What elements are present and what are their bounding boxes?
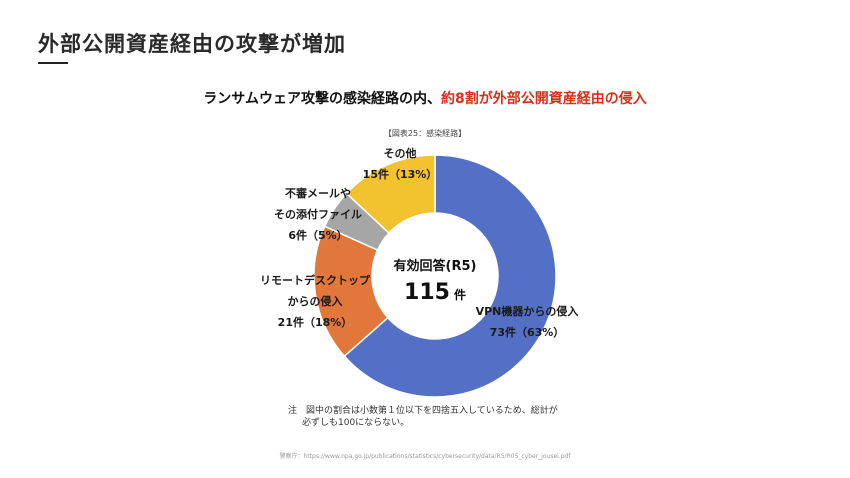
label-rdp-name-1: リモートデスクトップ [260,274,370,287]
label-rdp-value: 21件（18%） [277,316,353,329]
label-mail: 不審メールや その添付ファイル 6件（5%） [258,183,378,246]
subtitle-lead: ランサムウェア攻撃の感染経路の内、 [203,91,441,107]
label-other: その他 15件（13%） [350,143,450,185]
label-mail-name-1: 不審メールや [285,187,351,200]
footnote-line-2: 必ずしも100にならない。 [302,418,410,428]
slice-vpn [343,154,557,398]
label-rdp: リモートデスクトップ からの侵入 21件（18%） [245,270,385,333]
center-total-number: 115 [404,280,450,305]
center-label: 有効回答(R5) [393,259,477,274]
label-mail-value: 6件（5%） [288,229,348,242]
footnote-line-1: 注 図中の割合は小数第１位以下を四捨五入しているため、総計が [288,406,558,416]
title-underline [38,62,68,64]
subtitle-highlight: 約8割が外部公開資産経由の侵入 [440,91,647,107]
label-vpn: VPN機器からの侵入 73件（63%） [462,301,592,343]
slice-other [345,154,436,235]
slice-rdp [313,225,389,358]
chart-subtitle: ランサムウェア攻撃の感染経路の内、約8割が外部公開資産経由の侵入 [0,88,850,108]
label-other-value: 15件（13%） [362,168,438,181]
center-total-unit: 件 [453,288,466,302]
label-vpn-name: VPN機器からの侵入 [475,305,579,318]
center-total: 115 件 [385,280,485,305]
source-citation: 警察庁：https://www.npa.go.jp/publications/s… [279,453,571,460]
label-vpn-value: 73件（63%） [489,326,565,339]
label-mail-name-2: その添付ファイル [274,208,362,221]
slide-title: 外部公開資産経由の攻撃が増加 [38,32,346,56]
label-other-name: その他 [383,147,417,160]
footnote: 注 図中の割合は小数第１位以下を四捨五入しているため、総計が 必ずしも100にな… [288,405,588,429]
figure-title: 【図表25：感染経路】 [383,129,467,138]
label-rdp-name-2: からの侵入 [287,295,343,308]
